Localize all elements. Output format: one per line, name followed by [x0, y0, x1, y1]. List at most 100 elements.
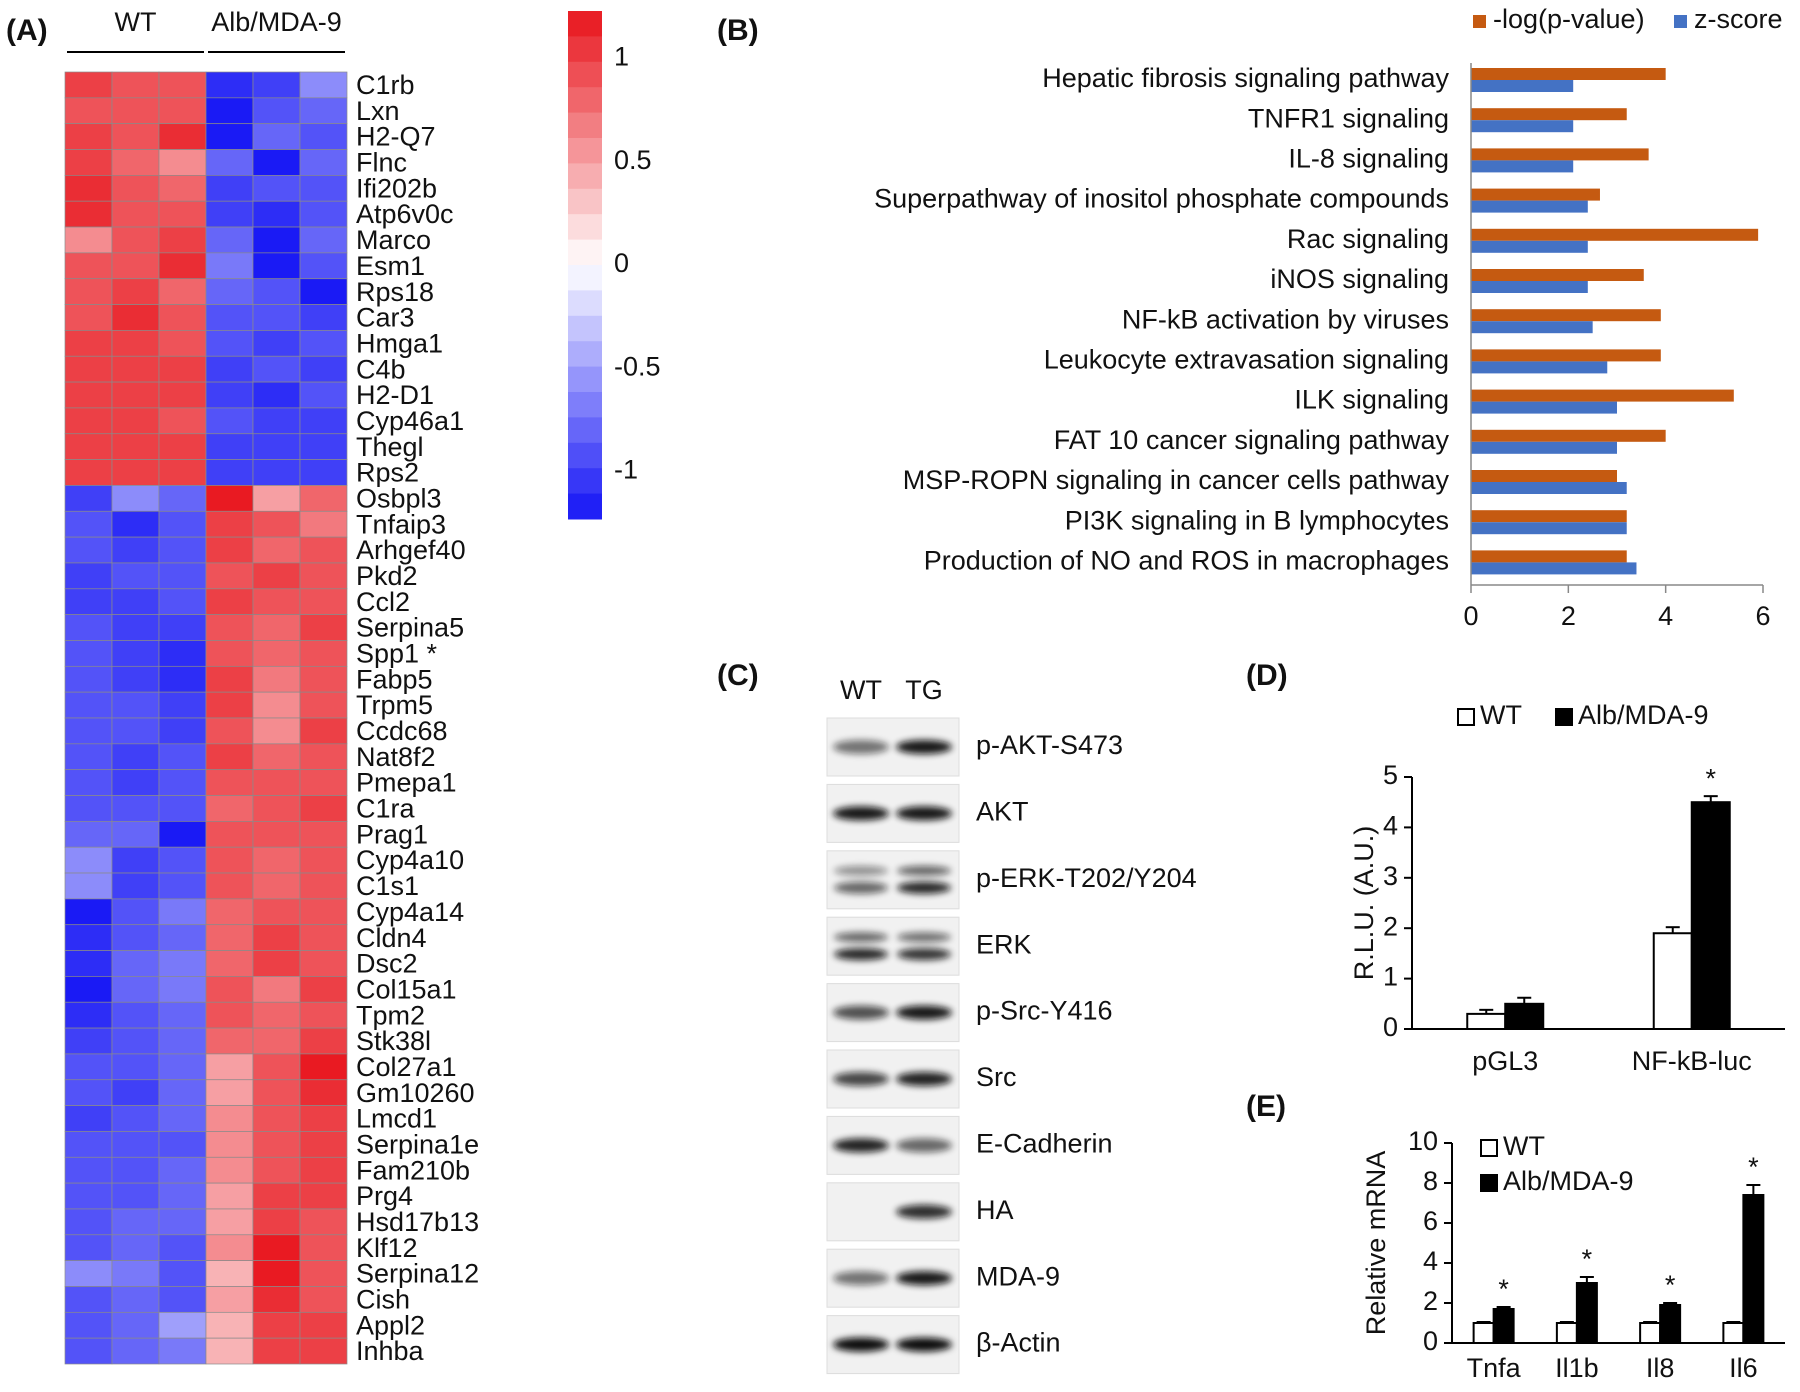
bar	[1471, 321, 1593, 334]
heatmap-cell	[158, 1105, 207, 1132]
heatmap-cell	[158, 872, 207, 900]
category-label: Rac signaling	[1287, 224, 1449, 254]
heatmap-cell	[111, 1027, 160, 1055]
row-label: C1rb	[356, 70, 415, 100]
heatmap-cell	[252, 536, 301, 564]
heatmap-cell	[111, 1260, 160, 1287]
y-tick-label: 0	[1423, 1326, 1438, 1356]
heatmap-cell	[64, 1027, 113, 1055]
heatmap-cell	[64, 123, 113, 150]
y-tick-label: 10	[1408, 1126, 1438, 1156]
colorbar-tick-label: -1	[614, 455, 638, 485]
heatmap-cell	[158, 149, 207, 176]
heatmap-cell	[158, 846, 207, 874]
heatmap-cell	[299, 872, 348, 900]
heatmap-cell	[205, 1131, 254, 1158]
blot-band	[833, 1005, 889, 1020]
heatmap-cell	[64, 924, 113, 951]
heatmap-cell	[158, 717, 207, 745]
heatmap-cell	[205, 278, 254, 305]
row-label: Ifi202b	[356, 173, 437, 203]
heatmap-cell	[158, 1234, 207, 1261]
bar	[1471, 228, 1759, 241]
heatmap-cell	[299, 1311, 348, 1339]
heatmap-cell	[111, 1286, 160, 1313]
heatmap-cell	[111, 846, 160, 874]
heatmap-cell	[205, 872, 254, 900]
heatmap-cell	[299, 795, 348, 822]
category-label: FAT 10 cancer signaling pathway	[1054, 425, 1450, 455]
row-label: Cish	[356, 1285, 410, 1315]
heatmap-cell	[252, 304, 301, 331]
blot-band	[896, 740, 952, 754]
heatmap-cell	[64, 355, 113, 383]
heatmap-cell	[205, 226, 254, 254]
heatmap-cell	[299, 1156, 348, 1184]
legend-label: Alb/MDA-9	[1503, 1166, 1634, 1196]
blot-row-label: E-Cadherin	[976, 1129, 1113, 1159]
bar	[1659, 1304, 1682, 1344]
heatmap-cell	[64, 1079, 113, 1106]
heatmap-cell	[252, 1311, 301, 1339]
bar	[1471, 80, 1574, 92]
heatmap-cell	[64, 459, 113, 486]
heatmap-cell	[158, 226, 207, 254]
bar	[1471, 562, 1637, 575]
heatmap-cell	[205, 588, 254, 615]
heatmap-cell	[252, 1105, 301, 1132]
bar	[1471, 401, 1617, 414]
heatmap-cell	[158, 1260, 207, 1287]
panel-label: (A)	[6, 14, 48, 47]
row-label: Col15a1	[356, 974, 457, 1004]
heatmap-cell	[64, 795, 113, 822]
heatmap-cell	[111, 175, 160, 202]
category-label: Production of NO and ROS in macrophages	[924, 546, 1449, 576]
blot-band	[897, 881, 951, 894]
heatmap-cell	[111, 226, 160, 254]
y-tick-label: 8	[1423, 1166, 1438, 1196]
heatmap-cell	[111, 381, 160, 409]
column-group-label: Alb/MDA-9	[211, 7, 342, 37]
bar	[1471, 200, 1588, 213]
colorbar-segment	[568, 36, 602, 63]
row-label: Stk38l	[356, 1026, 431, 1056]
legend-swatch	[1555, 708, 1573, 726]
heatmap-cell	[111, 976, 160, 1003]
row-label: Cyp4a10	[356, 845, 464, 875]
category-label: iNOS signaling	[1270, 264, 1449, 294]
heatmap-cell	[111, 665, 160, 693]
heatmap-cell	[111, 1311, 160, 1339]
heatmap-cell	[158, 588, 207, 615]
blot-band	[834, 932, 888, 943]
heatmap-cell	[205, 1105, 254, 1132]
heatmap-cell	[299, 485, 348, 512]
heatmap-cell	[111, 71, 160, 99]
heatmap-cell	[252, 97, 301, 125]
colorbar-segment	[568, 442, 602, 469]
category-label: PI3K signaling in B lymphocytes	[1065, 505, 1449, 535]
row-label: H2-D1	[356, 380, 434, 410]
heatmap-cell	[205, 1027, 254, 1055]
row-label: Rps2	[356, 458, 419, 488]
colorbar-segment	[568, 493, 602, 520]
heatmap-cell	[64, 1208, 113, 1236]
legend-label: WT	[1503, 1131, 1545, 1161]
heatmap-cell	[205, 717, 254, 745]
row-label: Tnfaip3	[356, 509, 446, 539]
heatmap-cell	[252, 950, 301, 977]
heatmap-cell	[205, 149, 254, 176]
legend-swatch	[1480, 1174, 1498, 1192]
row-label: Lmcd1	[356, 1104, 437, 1134]
row-label: Ccdc68	[356, 716, 448, 746]
bar	[1471, 160, 1574, 173]
heatmap-cell	[252, 562, 301, 590]
colorbar-segment	[568, 214, 602, 241]
row-label: Arhgef40	[356, 535, 466, 565]
heatmap-cell	[252, 175, 301, 202]
heatmap-cell	[111, 1337, 160, 1365]
bar	[1471, 361, 1608, 374]
blot-band	[896, 1072, 952, 1086]
significance-mark: *	[1582, 1244, 1593, 1274]
heatmap-cell	[111, 950, 160, 977]
